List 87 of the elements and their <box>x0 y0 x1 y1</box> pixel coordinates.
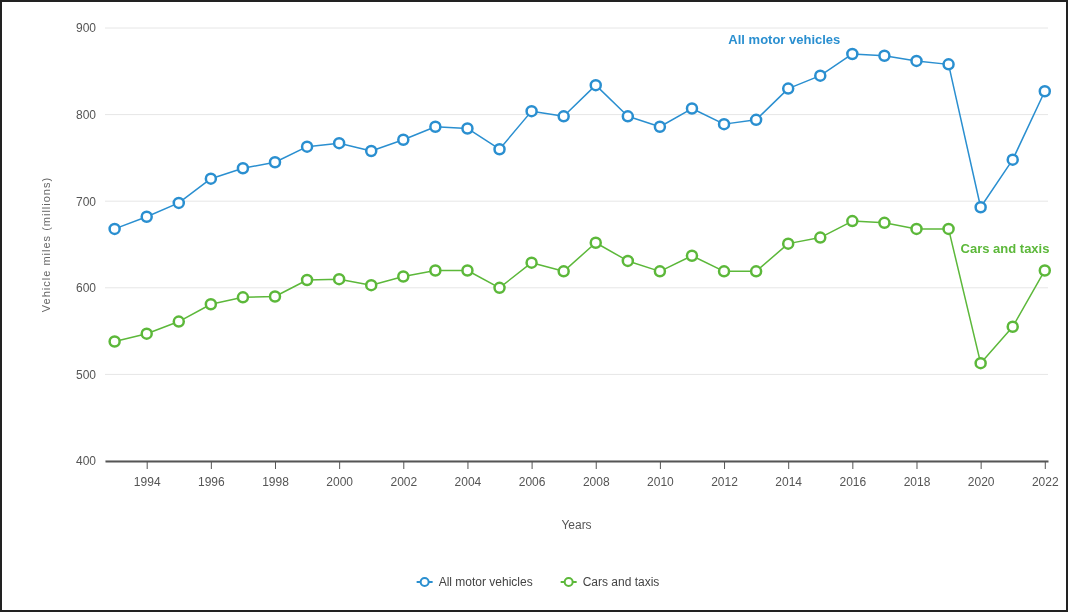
point <box>525 104 538 118</box>
point <box>814 231 827 244</box>
x-tick-label: 2012 <box>711 475 739 490</box>
point <box>653 265 667 278</box>
x-tick-label: 2022 <box>1031 475 1059 490</box>
y-tick-label: 400 <box>75 454 97 469</box>
point <box>749 113 763 127</box>
point <box>493 281 506 295</box>
point <box>364 144 378 158</box>
y-tick-label: 700 <box>75 194 97 209</box>
y-tick-label: 800 <box>75 107 97 122</box>
point <box>878 216 891 230</box>
point <box>525 256 538 269</box>
point <box>236 291 250 304</box>
point <box>942 222 955 236</box>
point <box>429 264 442 277</box>
x-tick-label: 2018 <box>903 475 931 490</box>
point <box>364 278 378 292</box>
point <box>910 222 923 236</box>
point <box>781 82 795 95</box>
point <box>204 298 218 311</box>
point <box>461 122 474 135</box>
point <box>781 237 795 250</box>
x-tick-label: 2002 <box>390 475 418 490</box>
x-tick-label: 1996 <box>198 475 226 490</box>
point <box>685 249 699 263</box>
x-tick-label: 2016 <box>839 475 867 490</box>
y-tick-label: 500 <box>75 367 97 382</box>
point <box>140 210 153 224</box>
point <box>429 120 442 133</box>
point <box>461 264 474 277</box>
x-tick-label: 2006 <box>518 475 546 490</box>
point <box>332 272 346 286</box>
point <box>140 327 153 340</box>
point <box>846 214 859 228</box>
legend-label: Cars and taxis <box>582 575 660 589</box>
point <box>397 270 410 283</box>
point <box>557 265 570 278</box>
legend-label: All motor vehicles <box>438 575 533 589</box>
x-tick-label: 2010 <box>647 475 675 490</box>
point <box>685 102 699 115</box>
point <box>717 265 731 278</box>
point <box>1038 84 1052 98</box>
point <box>749 265 763 278</box>
point <box>717 117 731 131</box>
point <box>653 120 667 133</box>
point <box>1006 320 1019 334</box>
point <box>1038 264 1052 277</box>
x-tick-label: 2004 <box>454 475 482 490</box>
x-tick-label: 2014 <box>775 475 803 490</box>
point <box>332 136 346 150</box>
point <box>300 140 314 153</box>
point <box>172 196 186 210</box>
point <box>557 110 570 123</box>
x-tick-label: 2020 <box>967 475 995 490</box>
point <box>846 47 859 61</box>
text: Cars and taxis <box>960 240 1050 256</box>
point <box>974 201 987 214</box>
point <box>236 162 250 175</box>
x-tick-label: 2008 <box>582 475 610 490</box>
x-axis-title: Years <box>561 518 592 532</box>
point <box>108 335 121 348</box>
point <box>204 172 218 185</box>
y-tick-label: 900 <box>75 21 97 36</box>
point <box>397 133 410 146</box>
point <box>942 58 955 71</box>
x-tick-label: 2000 <box>326 475 354 490</box>
point <box>589 236 602 250</box>
point <box>1006 153 1019 166</box>
point <box>589 78 602 92</box>
point <box>172 315 186 328</box>
point <box>974 356 987 370</box>
y-axis-title: Vehicle miles (millions) <box>40 176 52 313</box>
point <box>268 155 282 169</box>
point <box>108 222 121 236</box>
x-tick-label: 1998 <box>262 475 290 490</box>
point <box>300 273 314 287</box>
point <box>878 49 891 62</box>
point <box>621 254 635 268</box>
x-tick-label: 1994 <box>133 475 161 490</box>
text: All motor vehicles <box>728 31 841 47</box>
point <box>493 142 506 156</box>
point <box>621 110 635 123</box>
y-tick-label: 600 <box>75 281 97 296</box>
point <box>268 290 282 303</box>
point <box>814 69 827 82</box>
point <box>910 54 923 68</box>
